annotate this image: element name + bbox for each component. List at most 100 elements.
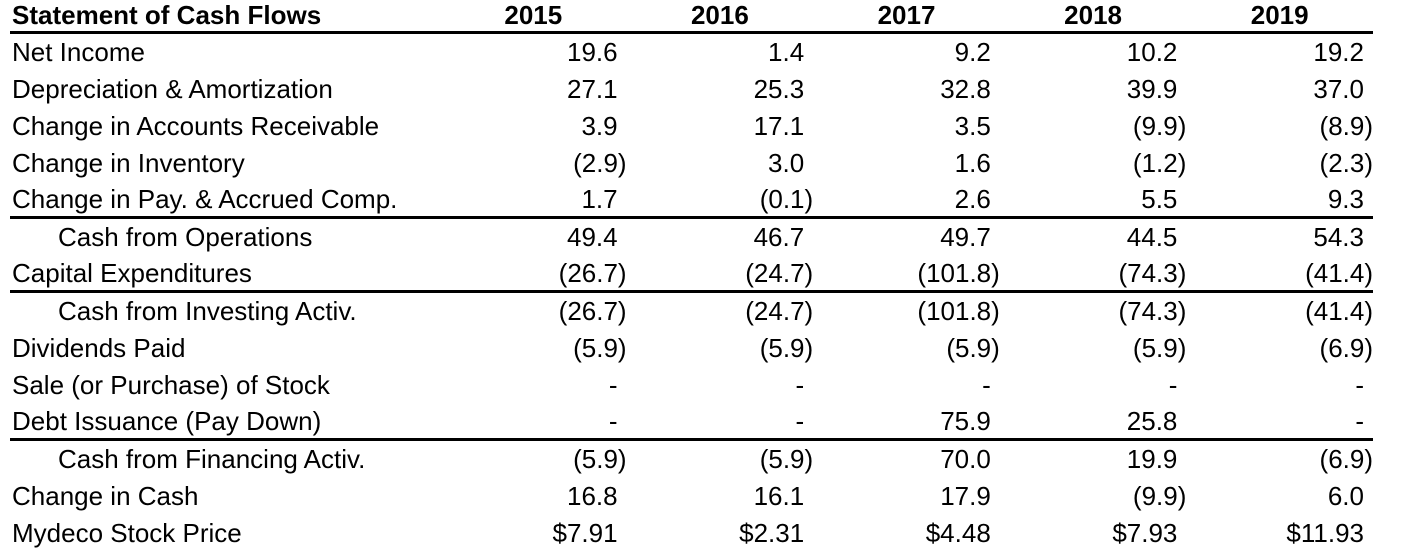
- cell-value: 17.9: [940, 481, 991, 511]
- cell-value: 3.0: [768, 148, 805, 178]
- cell-value: 9.2: [954, 37, 991, 67]
- cell-value: 44.5: [1126, 222, 1178, 252]
- cell-value: (5.9): [759, 444, 814, 474]
- cell-value: (8.9): [1319, 111, 1373, 141]
- table-row: Mydeco Stock Price $7.91 $2.31 $4.48 $7.…: [10, 515, 1373, 552]
- cell-value: 2.6: [954, 183, 991, 214]
- cell-value: -: [982, 370, 991, 400]
- cell-value: (101.8): [917, 257, 1000, 288]
- row-label: Cash from Investing Activ.: [58, 296, 357, 326]
- cell-value: 32.8: [940, 74, 991, 104]
- cell-value: (2.9): [573, 148, 627, 178]
- cell-value: -: [1168, 370, 1178, 400]
- cell-value: (101.8): [917, 296, 1000, 326]
- column-header-year-3: 2017: [877, 0, 936, 30]
- cell-value: (5.9): [573, 444, 627, 474]
- cell-value: (5.9): [573, 333, 627, 363]
- cell-value: $7.93: [1112, 518, 1178, 548]
- cell-value: $2.31: [739, 518, 805, 548]
- row-label: Debt Issuance (Pay Down): [12, 405, 322, 436]
- cell-value: (9.9): [1132, 481, 1187, 511]
- cell-value: (41.4): [1305, 257, 1373, 288]
- cell-value: -: [1355, 370, 1364, 400]
- cell-value: -: [608, 405, 618, 436]
- row-label: Dividends Paid: [12, 333, 186, 363]
- row-label: Depreciation & Amortization: [12, 74, 333, 104]
- cell-value: 5.5: [1141, 183, 1178, 214]
- cell-value: (74.3): [1118, 296, 1187, 326]
- cell-value: -: [795, 405, 805, 436]
- table-row: Debt Issuance (Pay Down) - - 75.9 25.8 -: [10, 404, 1373, 441]
- cell-value: 3.5: [954, 111, 991, 141]
- column-header-year-5: 2019: [1250, 0, 1309, 30]
- cash-flow-statement-table: Statement of Cash Flows 2015 2016 2017 2…: [10, 0, 1373, 552]
- cell-value: 1.7: [581, 183, 618, 214]
- table-row: Change in Pay. & Accrued Comp. 1.7 (0.1)…: [10, 182, 1373, 219]
- cell-value: (41.4): [1305, 296, 1373, 326]
- row-label: Capital Expenditures: [12, 257, 252, 288]
- cell-value: 19.9: [1126, 444, 1178, 474]
- table-row: Cash from Operations 49.4 46.7 49.7 44.5…: [10, 219, 1373, 256]
- row-label: Net Income: [12, 37, 145, 67]
- cell-value: 6.0: [1327, 481, 1364, 511]
- cell-value: 19.2: [1313, 37, 1364, 67]
- cell-value: (5.9): [759, 333, 814, 363]
- row-label: Cash from Operations: [58, 222, 313, 252]
- cell-value: 49.7: [940, 222, 991, 252]
- cell-value: 25.3: [753, 74, 805, 104]
- cell-value: 49.4: [566, 222, 618, 252]
- cell-value: (74.3): [1118, 257, 1187, 288]
- table-title: Statement of Cash Flows: [12, 0, 322, 30]
- row-label: Mydeco Stock Price: [12, 518, 242, 548]
- row-label: Change in Cash: [12, 481, 199, 511]
- cell-value: 37.0: [1313, 74, 1364, 104]
- table-row: Depreciation & Amortization 27.1 25.3 32…: [10, 71, 1373, 108]
- row-label: Change in Pay. & Accrued Comp.: [12, 183, 398, 214]
- table-row: Dividends Paid (5.9) (5.9) (5.9) (5.9) (…: [10, 330, 1373, 367]
- row-label: Sale (or Purchase) of Stock: [12, 370, 330, 400]
- cell-value: $11.93: [1286, 518, 1364, 548]
- cell-value: (0.1): [759, 183, 814, 214]
- cell-value: 10.2: [1126, 37, 1178, 67]
- cell-value: (2.3): [1319, 148, 1373, 178]
- row-label: Change in Accounts Receivable: [12, 111, 380, 141]
- column-header-year-2: 2016: [690, 0, 749, 30]
- cell-value: -: [608, 370, 618, 400]
- cell-value: (9.9): [1132, 111, 1187, 141]
- cell-value: (6.9): [1319, 333, 1373, 363]
- cell-value: 1.4: [768, 37, 805, 67]
- column-header-year-1: 2015: [504, 0, 563, 30]
- cell-value: 75.9: [940, 405, 991, 436]
- row-label: Change in Inventory: [12, 148, 245, 178]
- row-label: Cash from Financing Activ.: [58, 444, 366, 474]
- cell-value: 54.3: [1313, 222, 1364, 252]
- table-row: Cash from Investing Activ. (26.7) (24.7)…: [10, 293, 1373, 330]
- cell-value: 27.1: [566, 74, 618, 104]
- cell-value: 25.8: [1126, 405, 1178, 436]
- table-row: Change in Cash 16.8 16.1 17.9 (9.9) 6.0: [10, 478, 1373, 515]
- cell-value: (26.7): [558, 296, 627, 326]
- cell-value: 9.3: [1327, 183, 1364, 214]
- table-row: Change in Inventory (2.9) 3.0 1.6 (1.2) …: [10, 145, 1373, 182]
- cell-value: (1.2): [1132, 148, 1187, 178]
- cell-value: 16.8: [566, 481, 618, 511]
- cell-value: 46.7: [753, 222, 805, 252]
- table-row: Sale (or Purchase) of Stock - - - - -: [10, 367, 1373, 404]
- cell-value: $7.91: [552, 518, 618, 548]
- cell-value: 16.1: [753, 481, 805, 511]
- cell-value: 19.6: [566, 37, 618, 67]
- cell-value: 70.0: [940, 444, 991, 474]
- cell-value: (5.9): [946, 333, 1000, 363]
- cell-value: (26.7): [558, 257, 627, 288]
- table-row: Cash from Financing Activ. (5.9) (5.9) 7…: [10, 441, 1373, 478]
- cell-value: 39.9: [1126, 74, 1178, 104]
- table-row: Net Income 19.6 1.4 9.2 10.2 19.2: [10, 34, 1373, 71]
- table-row: Capital Expenditures (26.7) (24.7) (101.…: [10, 256, 1373, 293]
- cell-value: 3.9: [581, 111, 618, 141]
- table-body: Net Income 19.6 1.4 9.2 10.2 19.2 Deprec…: [10, 34, 1373, 552]
- header-row: Statement of Cash Flows 2015 2016 2017 2…: [10, 0, 1373, 34]
- cell-value: (24.7): [745, 257, 814, 288]
- cell-value: -: [1355, 405, 1364, 436]
- cell-value: (5.9): [1132, 333, 1187, 363]
- table-row: Change in Accounts Receivable 3.9 17.1 3…: [10, 108, 1373, 145]
